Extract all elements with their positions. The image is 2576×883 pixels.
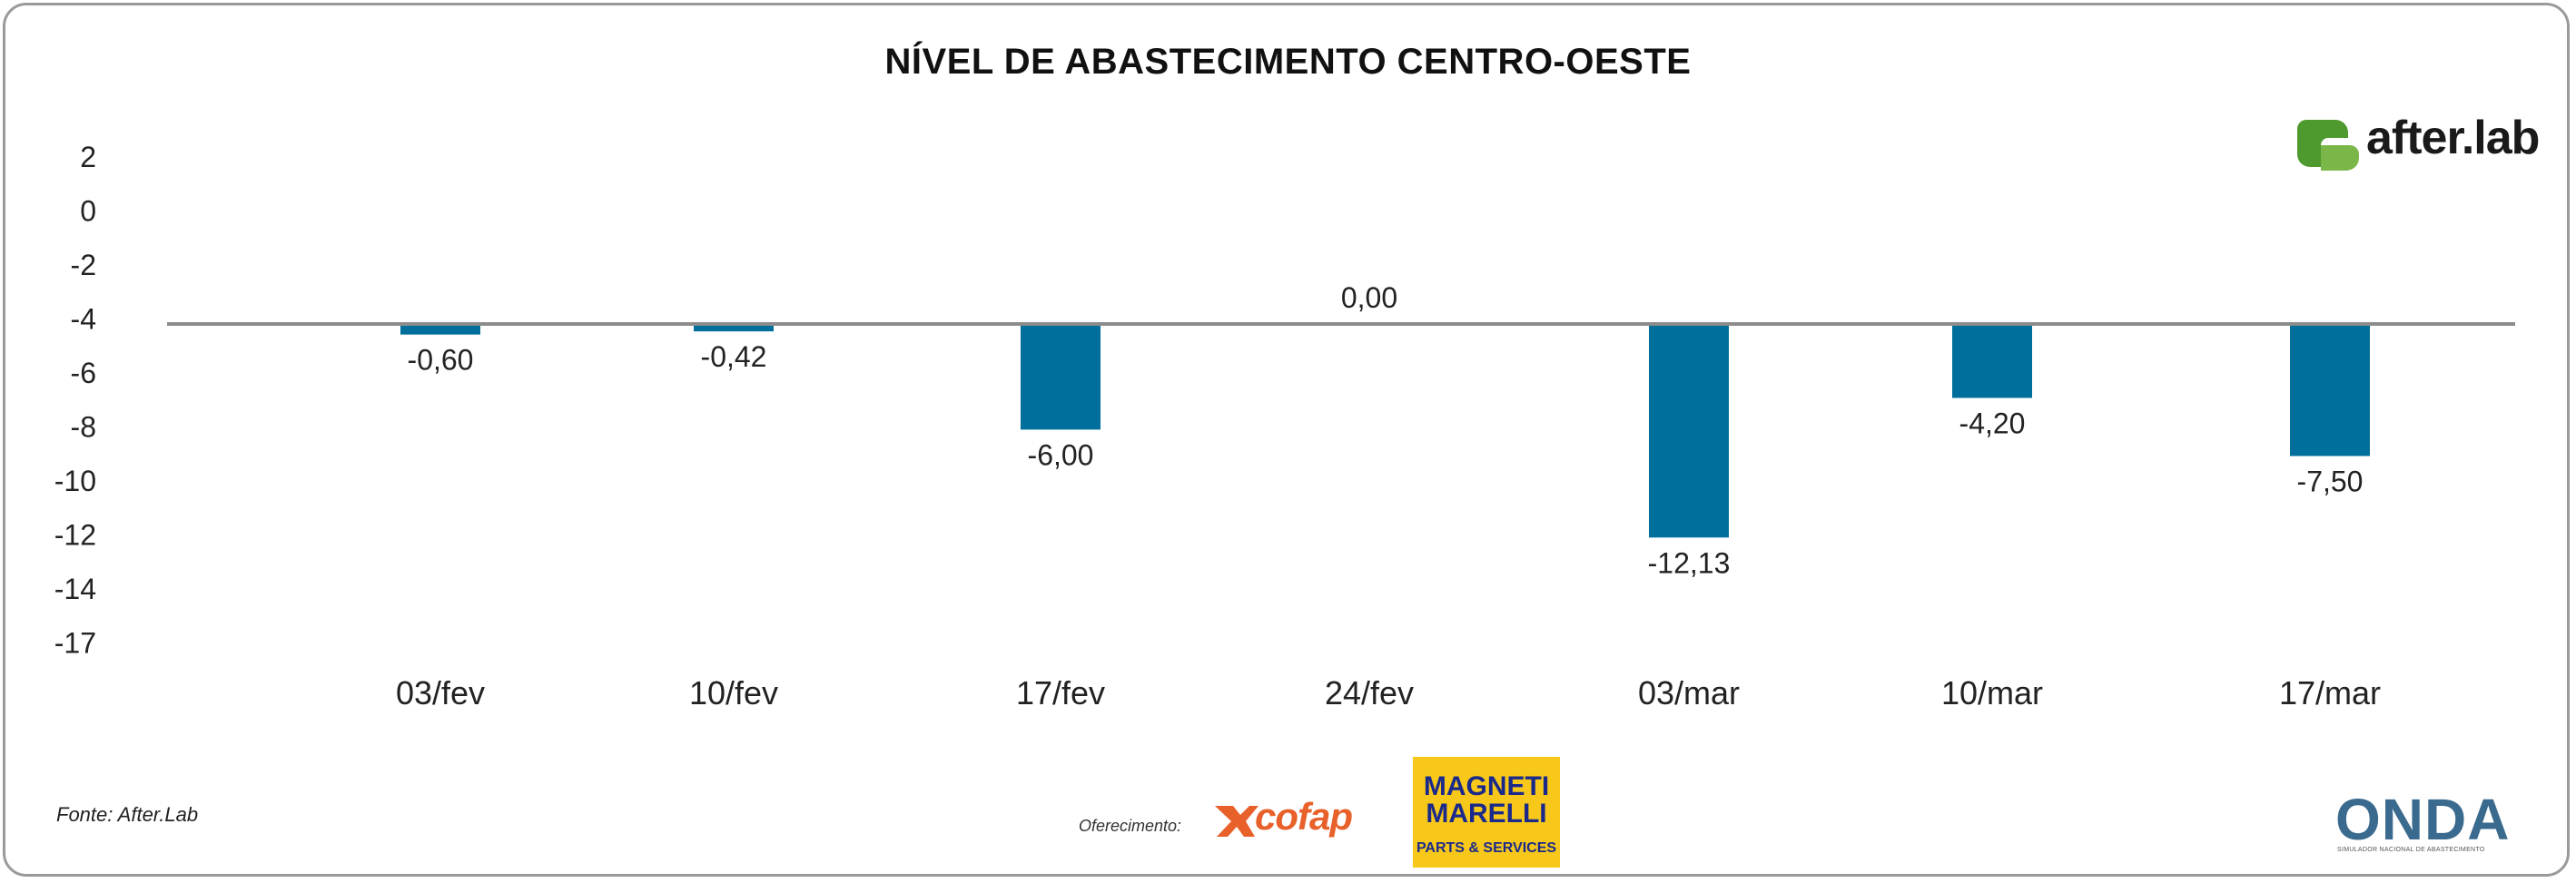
data-label: -7,50 [2297, 466, 2364, 498]
x-tick-label: 10/mar [1941, 674, 2043, 711]
data-label: -6,00 [1028, 438, 1094, 471]
y-tick-label: -12 [54, 519, 96, 552]
y-tick-label: 2 [80, 141, 96, 173]
onda-tagline: SIMULADOR NACIONAL DE ABASTECIMENTO [2337, 847, 2485, 853]
data-label: -12,13 [1648, 546, 1731, 579]
bar [1649, 324, 1729, 538]
x-tick-label: 10/fev [689, 674, 778, 711]
bar [1952, 324, 2032, 398]
onda-logo: ONDA [2335, 787, 2511, 852]
chart-frame [3, 3, 2570, 877]
y-tick-label: -8 [71, 411, 96, 444]
y-tick-label: -10 [54, 465, 96, 497]
y-tick-label: -4 [71, 303, 96, 336]
magneti-marelli-tagline: PARTS & SERVICES [1416, 840, 1557, 856]
x-tick-label: 03/fev [396, 674, 485, 711]
bar [400, 324, 480, 335]
x-tick-label: 17/mar [2279, 674, 2381, 711]
cofap-logo-icon [1215, 806, 1258, 837]
y-tick-label: 0 [80, 195, 96, 228]
after-lab-logo-text: after.lab [2366, 112, 2540, 164]
bar [1021, 324, 1100, 430]
magneti-marelli-name: MAGNETI MARELLI [1423, 771, 1550, 829]
bar [2290, 324, 2370, 456]
bar [694, 324, 774, 332]
chart-title: NÍVEL DE ABASTECIMENTO CENTRO-OESTE [884, 42, 1692, 82]
x-tick-label: 03/mar [1638, 674, 1740, 711]
y-tick-label: -2 [71, 249, 96, 281]
sponsor-label: Oferecimento: [1079, 817, 1182, 835]
x-tick-label: 24/fev [1325, 674, 1414, 711]
x-tick-label: 17/fev [1016, 674, 1105, 711]
source-note: Fonte: After.Lab [56, 803, 199, 826]
data-label: -0,42 [701, 340, 767, 373]
y-tick-label: -14 [54, 573, 96, 605]
data-label: -4,20 [1959, 407, 2026, 439]
cofap-logo-text: cofap [1255, 795, 1353, 838]
data-label: -0,60 [408, 344, 474, 377]
after-lab-logo-icon [2297, 120, 2359, 171]
data-label: 0,00 [1341, 281, 1397, 314]
magneti-marelli-logo: MAGNETI MARELLI PARTS & SERVICES [1413, 757, 1560, 868]
y-tick-label: -6 [71, 357, 96, 389]
y-tick-label: -17 [54, 627, 96, 660]
